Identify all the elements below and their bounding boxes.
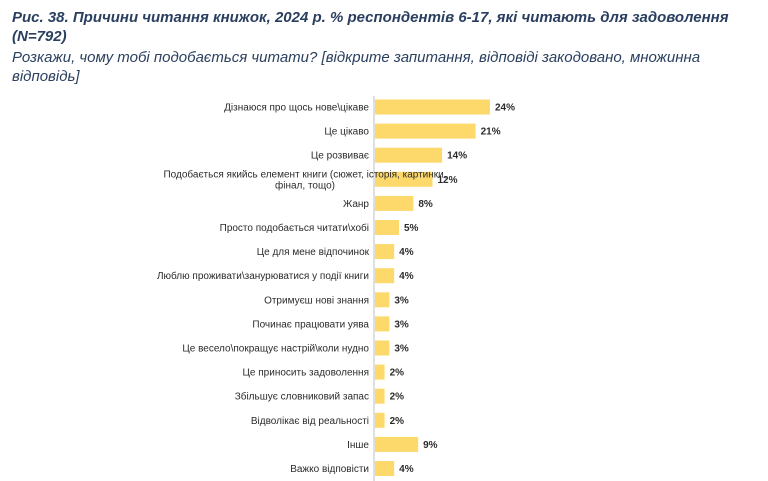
bar-1 — [375, 123, 476, 139]
value-label-3: 12% — [438, 175, 458, 186]
category-label-14: Інше — [347, 440, 369, 451]
category-label-2: Це розвиває — [311, 151, 369, 162]
value-label-8: 3% — [394, 295, 409, 306]
category-label-12: Збільшує словниковий запас — [235, 391, 369, 403]
bar-8 — [375, 292, 390, 308]
bar-14 — [375, 436, 419, 452]
bar-9 — [375, 316, 390, 332]
value-label-2: 14% — [447, 151, 467, 162]
category-label-5: Просто подобається читати\хобі — [220, 222, 369, 234]
figure-subtitle: Розкажи, чому тобі подобається читати? [… — [12, 49, 701, 85]
bar-3 — [375, 171, 433, 187]
category-label-15: Важко відповісти — [290, 464, 369, 475]
bar-15 — [375, 461, 395, 476]
bar-0 — [375, 99, 490, 115]
bar-12 — [375, 388, 385, 404]
bar-5 — [375, 220, 399, 235]
value-label-4: 8% — [418, 199, 433, 210]
category-label-4: Жанр — [343, 199, 369, 210]
category-label-0: Дізнаюся про щось нове\цікаве — [224, 103, 369, 114]
value-label-5: 5% — [404, 223, 419, 234]
figure-title: Рис. 38. Причини читання книжок, 2024 р.… — [12, 9, 729, 45]
value-label-15: 4% — [399, 464, 414, 475]
value-label-7: 4% — [399, 271, 414, 282]
bar-11 — [375, 364, 385, 380]
category-label-3: Подобається якийсь елемент книги (сюжет,… — [163, 168, 446, 191]
bars-group: 24% Дізнаюся про щось нове\цікаве 21% Це ці… — [157, 99, 515, 476]
value-label-11: 2% — [390, 368, 405, 379]
value-label-12: 2% — [390, 392, 405, 403]
figure-header: Рис. 38. Причини читання книжок, 2024 р.… — [12, 8, 758, 86]
bar-13 — [375, 412, 385, 428]
category-label-9: Починає працювати уява — [252, 319, 369, 330]
value-label-10: 3% — [394, 344, 409, 355]
bar-4 — [375, 195, 414, 211]
category-label-8: Отримуєш нові знання — [264, 295, 369, 306]
value-label-9: 3% — [394, 319, 409, 330]
value-label-6: 4% — [399, 247, 414, 258]
value-label-0: 24% — [495, 103, 515, 114]
bar-6 — [375, 244, 395, 260]
value-label-1: 21% — [481, 127, 501, 138]
category-label-11: Це приносить задоволення — [243, 368, 369, 379]
bar-2 — [375, 147, 443, 163]
bar-10 — [375, 340, 390, 356]
value-label-13: 2% — [390, 416, 405, 427]
category-label-13: Відволікає від реальності — [251, 416, 369, 427]
category-label-7: Люблю проживати\занурюватися у події кни… — [157, 270, 369, 282]
value-label-14: 9% — [423, 440, 438, 451]
category-label-10: Це весело\покращує настрій\коли нудно — [182, 344, 369, 355]
bar-7 — [375, 268, 395, 284]
category-label-1: Це цікаво — [324, 127, 369, 138]
category-label-6: Це для мене відпочинок — [257, 247, 370, 258]
